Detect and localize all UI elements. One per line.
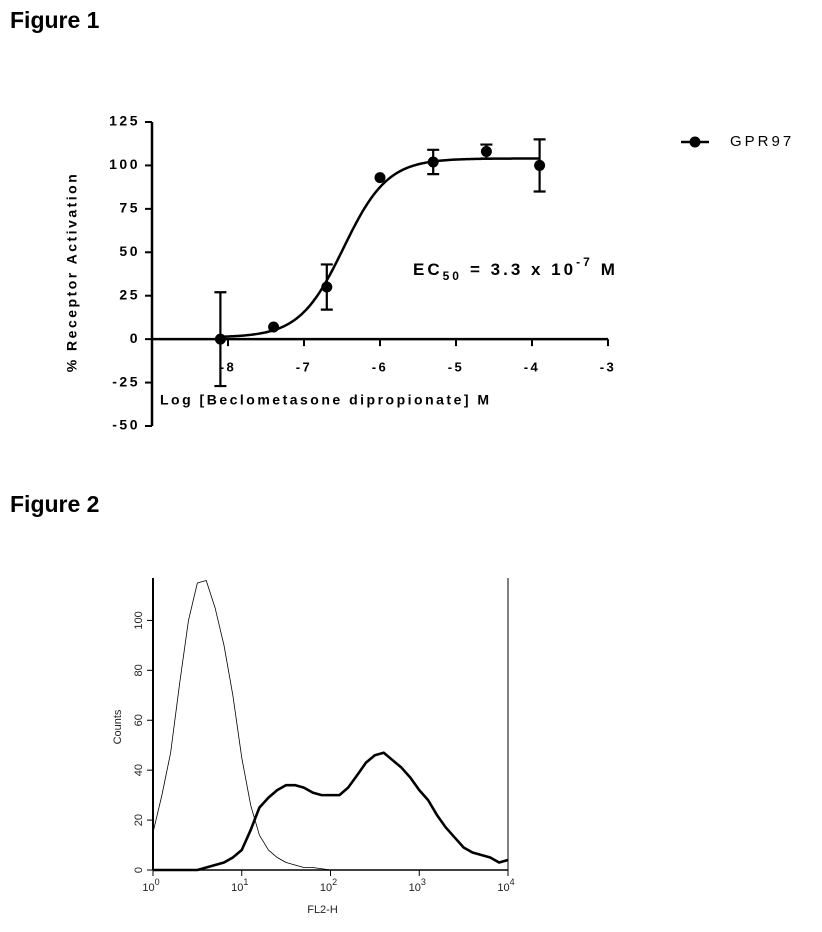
legend-label: GPR97 bbox=[730, 133, 794, 150]
x-tick-label: -8 bbox=[220, 360, 237, 375]
y-tick-label: 40 bbox=[133, 764, 145, 776]
annotation-part: EC bbox=[413, 260, 443, 279]
y-axis-label: % Receptor Activation bbox=[64, 172, 80, 373]
x-tick-exponent: 2 bbox=[332, 877, 337, 887]
x-tick-label: -5 bbox=[448, 360, 465, 375]
x-tick-base: 10 bbox=[409, 882, 421, 894]
fit-curve bbox=[220, 157, 540, 338]
x-axis-label: Log [Beclometasone dipropionate] M bbox=[160, 392, 492, 408]
annotation-subscript: 50 bbox=[443, 269, 462, 283]
x-tick-base: 10 bbox=[231, 882, 243, 894]
y-tick-label: 50 bbox=[119, 243, 140, 259]
figure-title: Figure 1 bbox=[10, 7, 100, 33]
data-point bbox=[321, 281, 333, 293]
annotation-superscript: -7 bbox=[576, 255, 593, 269]
data-point bbox=[268, 321, 280, 333]
histogram-line bbox=[153, 751, 509, 872]
x-tick-exponent: 4 bbox=[510, 877, 515, 887]
x-tick-label: -6 bbox=[372, 360, 389, 375]
x-tick-base: 10 bbox=[142, 882, 154, 894]
legend-marker bbox=[689, 136, 701, 148]
x-tick-label: -4 bbox=[524, 360, 541, 375]
data-point bbox=[374, 172, 386, 184]
x-tick-exponent: 1 bbox=[243, 877, 248, 887]
y-tick-label: 25 bbox=[119, 286, 140, 302]
y-axis-label: Counts bbox=[112, 709, 124, 744]
data-point bbox=[214, 333, 226, 345]
y-tick-label: 0 bbox=[130, 330, 140, 346]
y-tick-label: 0 bbox=[133, 867, 145, 873]
data-point bbox=[427, 156, 439, 168]
x-tick-label: 104 bbox=[497, 877, 514, 894]
x-tick-label: 102 bbox=[320, 877, 337, 894]
x-tick-base: 10 bbox=[497, 882, 509, 894]
y-tick-label: 60 bbox=[133, 714, 145, 726]
x-tick-label: 103 bbox=[409, 877, 426, 894]
annotation-part: = 3.3 x 10 bbox=[470, 260, 576, 279]
data-point bbox=[480, 146, 492, 158]
x-tick-label: 101 bbox=[231, 877, 248, 894]
y-tick-label: 75 bbox=[119, 200, 140, 216]
y-tick-label: 20 bbox=[133, 814, 145, 826]
y-tick-label: -25 bbox=[112, 373, 140, 389]
y-tick-label: 100 bbox=[109, 156, 140, 172]
annotation: EC50 = 3.3 x 10-7 M bbox=[413, 255, 618, 283]
annotation-part: M bbox=[601, 260, 618, 279]
data-point bbox=[534, 159, 546, 171]
histogram-line bbox=[152, 580, 508, 871]
x-tick-label: -7 bbox=[296, 360, 313, 375]
y-tick-label: 125 bbox=[109, 113, 140, 129]
x-axis-label: FL2-H bbox=[307, 904, 338, 916]
x-tick-label: 100 bbox=[142, 877, 159, 894]
y-tick-label: -50 bbox=[112, 417, 140, 433]
x-tick-label: -3 bbox=[600, 360, 617, 375]
y-tick-label: 80 bbox=[133, 664, 145, 676]
x-tick-exponent: 3 bbox=[421, 877, 426, 887]
x-tick-exponent: 0 bbox=[155, 877, 160, 887]
figure-title: Figure 2 bbox=[10, 491, 99, 517]
x-tick-base: 10 bbox=[320, 882, 332, 894]
y-tick-label: 100 bbox=[133, 611, 145, 629]
